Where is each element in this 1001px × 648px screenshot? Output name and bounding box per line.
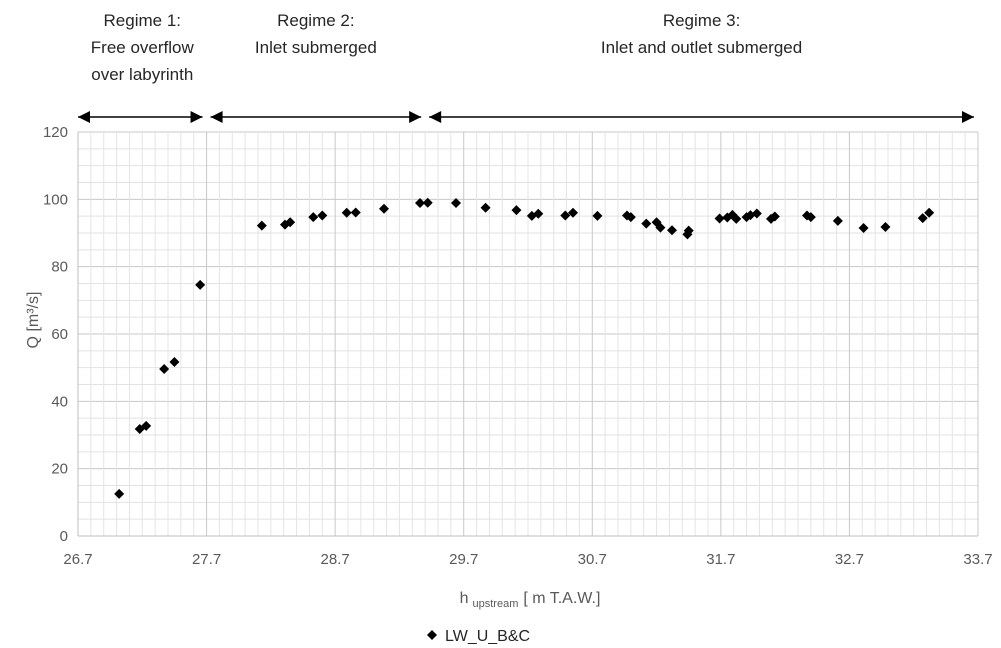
data-point bbox=[655, 222, 666, 233]
data-point bbox=[195, 279, 206, 290]
data-points bbox=[114, 197, 935, 499]
x-tick-label: 27.7 bbox=[192, 551, 221, 568]
data-point bbox=[141, 420, 152, 431]
y-tick-label: 0 bbox=[60, 528, 68, 545]
data-point bbox=[317, 210, 328, 221]
data-point bbox=[533, 208, 544, 219]
x-axis-title-unit: [ m T.A.W.] bbox=[523, 590, 600, 607]
data-point bbox=[114, 488, 125, 499]
x-axis-title-sub: upstream bbox=[473, 598, 519, 610]
regime-label: Inlet and outlet submerged bbox=[601, 38, 802, 57]
regime-annotations: Regime 1: Free overflow over labyrinth Regi… bbox=[78, 11, 974, 123]
regime-label: Regime 2: bbox=[277, 11, 354, 30]
data-point bbox=[731, 213, 742, 224]
data-point bbox=[714, 213, 725, 224]
data-point bbox=[667, 225, 677, 236]
x-axis-title: h upstream [ m T.A.W.] bbox=[460, 590, 601, 610]
regime-label: Regime 1: bbox=[104, 11, 181, 30]
y-tick-label: 60 bbox=[51, 326, 68, 343]
data-point bbox=[769, 211, 780, 222]
x-tick-label: 33.7 bbox=[963, 551, 992, 568]
data-point bbox=[592, 210, 603, 221]
data-point bbox=[917, 213, 928, 224]
data-point bbox=[256, 220, 267, 231]
data-point bbox=[511, 205, 522, 216]
grid-lines bbox=[77, 131, 979, 537]
x-tick-label: 26.7 bbox=[63, 551, 92, 568]
y-tick-label: 100 bbox=[43, 191, 68, 208]
y-tick-label: 80 bbox=[51, 259, 68, 276]
data-point bbox=[379, 203, 389, 214]
data-point bbox=[568, 207, 578, 218]
legend: LW_U_B&C bbox=[427, 628, 530, 645]
arrow-head-right-icon bbox=[409, 111, 422, 123]
data-point bbox=[422, 197, 433, 208]
data-point bbox=[308, 212, 319, 223]
data-point bbox=[924, 207, 935, 218]
data-point bbox=[159, 364, 170, 375]
data-point bbox=[683, 225, 694, 236]
data-point bbox=[641, 218, 652, 229]
data-point bbox=[341, 207, 352, 218]
data-point bbox=[415, 198, 425, 209]
y-axis-tick-labels: 0 20 40 60 80 100 120 bbox=[43, 124, 68, 545]
y-tick-label: 120 bbox=[43, 124, 68, 141]
arrow-head-right-icon bbox=[962, 111, 974, 123]
data-point bbox=[805, 212, 816, 223]
x-axis-tick-labels: 26.7 27.7 28.7 29.7 30.7 31.7 32.7 33.7 bbox=[63, 551, 992, 568]
y-tick-label: 20 bbox=[51, 461, 68, 478]
x-tick-label: 28.7 bbox=[321, 551, 350, 568]
data-point bbox=[285, 217, 296, 228]
arrow-head-left-icon bbox=[210, 111, 223, 123]
data-point bbox=[560, 210, 571, 221]
data-point bbox=[451, 198, 461, 209]
y-axis-title: Q [m³/s] bbox=[25, 292, 42, 349]
arrow-head-right-icon bbox=[190, 111, 203, 123]
data-point bbox=[480, 202, 491, 213]
legend-label: LW_U_B&C bbox=[445, 628, 530, 645]
data-point bbox=[350, 207, 361, 218]
legend-marker-icon bbox=[427, 630, 437, 640]
arrow-head-left-icon bbox=[429, 111, 442, 123]
data-point bbox=[880, 221, 891, 232]
regime-label: Inlet submerged bbox=[255, 38, 377, 57]
x-tick-label: 30.7 bbox=[578, 551, 607, 568]
data-point bbox=[858, 222, 869, 233]
plot-area bbox=[77, 132, 978, 537]
x-axis-title-main: h bbox=[460, 590, 469, 607]
data-point bbox=[832, 215, 843, 226]
x-tick-label: 29.7 bbox=[449, 551, 478, 568]
data-point bbox=[751, 208, 762, 219]
regime-label: Regime 3: bbox=[663, 11, 740, 30]
y-tick-label: 40 bbox=[51, 393, 68, 410]
arrow-head-left-icon bbox=[78, 111, 90, 123]
data-point bbox=[169, 356, 180, 367]
x-tick-label: 31.7 bbox=[706, 551, 735, 568]
regime-label: over labyrinth bbox=[91, 65, 193, 84]
x-tick-label: 32.7 bbox=[835, 551, 864, 568]
data-point bbox=[625, 212, 636, 223]
regime-label: Free overflow bbox=[91, 38, 195, 57]
